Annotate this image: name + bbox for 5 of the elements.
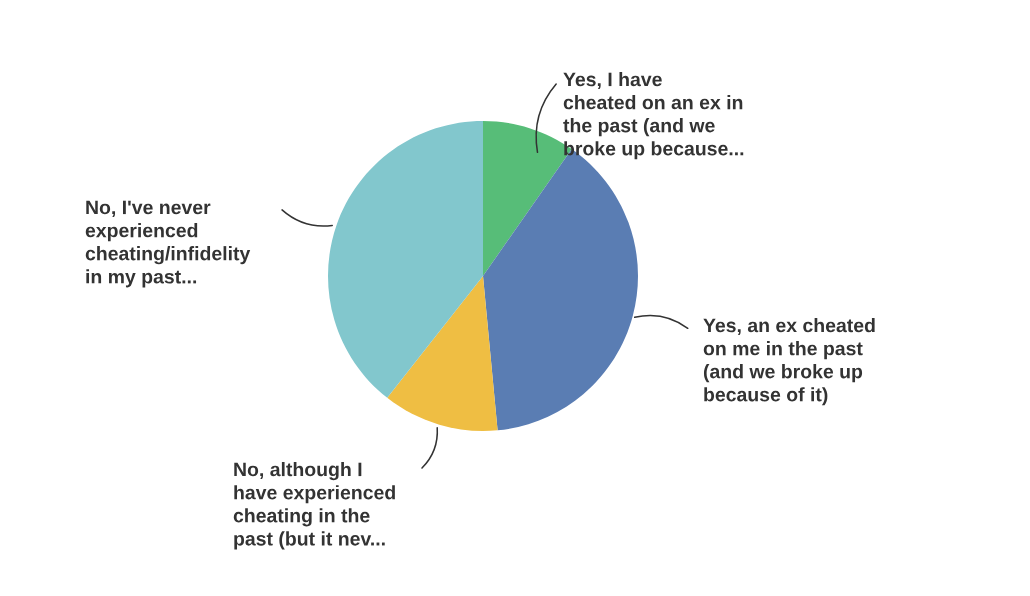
pie-slice: [328, 121, 483, 398]
slice-label: No, I've never experienced cheating/infidelity in my past...: [85, 200, 251, 288]
slice-label: No, although I have experienced cheating in the past (but it nev...: [233, 462, 395, 550]
pie-slice: [387, 276, 498, 431]
slice-label: Yes, an ex cheated on me in the past (and we broke up because of it): [703, 318, 875, 406]
